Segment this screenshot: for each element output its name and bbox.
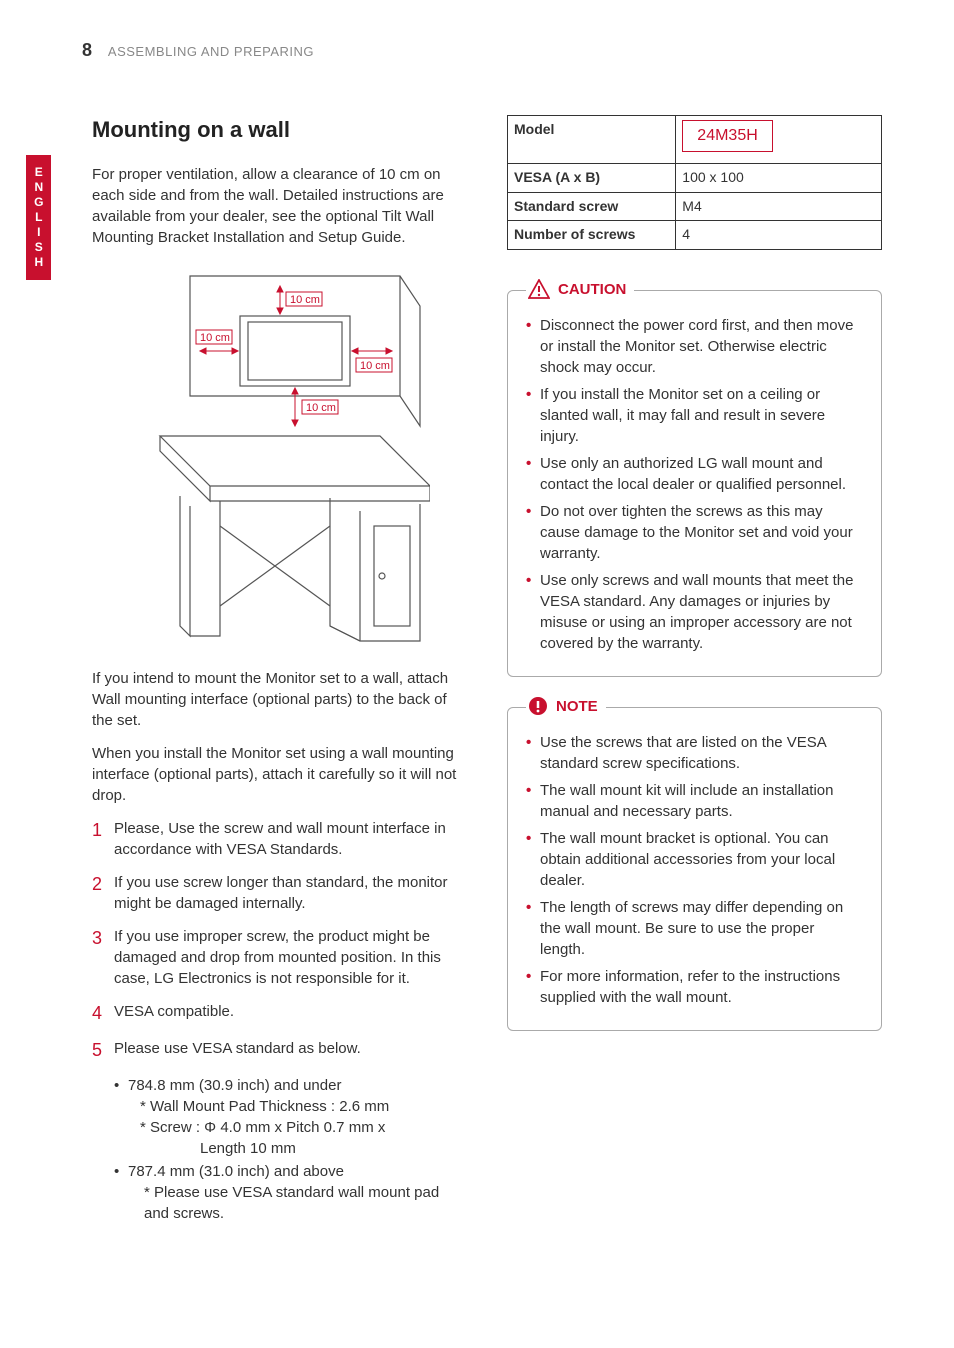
caution-item: Use only an authorized LG wall mount and…	[526, 453, 863, 495]
note-item: The wall mount bracket is optional. You …	[526, 828, 863, 891]
caution-item: Use only screws and wall mounts that mee…	[526, 570, 863, 654]
note-box: NOTE Use the screws that are listed on t…	[507, 707, 882, 1031]
note-title: NOTE	[526, 696, 606, 717]
note-list: Use the screws that are listed on the VE…	[526, 732, 863, 1008]
caution-item: Do not over tighten the screws as this m…	[526, 501, 863, 564]
caution-box: CAUTION Disconnect the power cord first,…	[507, 290, 882, 677]
caution-item: If you install the Monitor set on a ceil…	[526, 384, 863, 447]
spec-value: 100 x 100	[676, 164, 882, 193]
after-diagram-para-2: When you install the Monitor set using a…	[92, 743, 467, 806]
note-item: Use the screws that are listed on the VE…	[526, 732, 863, 774]
step-item: 5Please use VESA standard as below.	[92, 1038, 467, 1063]
note-item: The wall mount kit will include an insta…	[526, 780, 863, 822]
page-number: 8	[82, 40, 93, 60]
spec-table: Model 24M35H VESA (A x B) 100 x 100 Stan…	[507, 115, 882, 250]
vesa-spec-a: 784.8 mm (30.9 inch) and under * Wall Mo…	[114, 1075, 467, 1159]
step-item: 2If you use screw longer than standard, …	[92, 872, 467, 914]
table-row: VESA (A x B) 100 x 100	[508, 164, 882, 193]
dim-label-left: 10 cm	[200, 332, 230, 344]
table-row: Number of screws 4	[508, 221, 882, 250]
vesa-spec-list: 784.8 mm (30.9 inch) and under * Wall Mo…	[114, 1075, 467, 1224]
dim-label-bottom: 10 cm	[306, 402, 336, 414]
steps-list: 1Please, Use the screw and wall mount in…	[92, 818, 467, 1063]
section-heading: Mounting on a wall	[92, 115, 467, 146]
running-head: ASSEMBLING AND PREPARING	[108, 44, 314, 59]
intro-paragraph: For proper ventilation, allow a clearanc…	[92, 164, 467, 248]
after-diagram-para-1: If you intend to mount the Monitor set t…	[92, 668, 467, 731]
dim-label-right: 10 cm	[360, 360, 390, 372]
caution-list: Disconnect the power cord first, and the…	[526, 315, 863, 654]
spec-label: VESA (A x B)	[508, 164, 676, 193]
page-content: Mounting on a wall For proper ventilatio…	[92, 115, 882, 1226]
spec-value: 4	[676, 221, 882, 250]
note-item: For more information, refer to the instr…	[526, 966, 863, 1008]
dim-label-top: 10 cm	[290, 294, 320, 306]
page-header: 8 ASSEMBLING AND PREPARING	[82, 38, 314, 63]
spec-label: Model	[508, 116, 676, 164]
wall-mount-diagram: 10 cm 10 cm 10 cm 10 cm	[130, 266, 430, 646]
spec-value: M4	[676, 192, 882, 221]
note-icon	[528, 696, 548, 716]
model-highlight: 24M35H	[682, 120, 772, 152]
spec-label: Standard screw	[508, 192, 676, 221]
step-item: 4VESA compatible.	[92, 1001, 467, 1026]
step-item: 3If you use improper screw, the product …	[92, 926, 467, 989]
caution-title: CAUTION	[526, 279, 634, 300]
note-item: The length of screws may differ dependin…	[526, 897, 863, 960]
table-row: Model 24M35H	[508, 116, 882, 164]
right-column: Model 24M35H VESA (A x B) 100 x 100 Stan…	[507, 115, 882, 1226]
language-tab: ENGLISH	[26, 155, 51, 280]
vesa-spec-b: 787.4 mm (31.0 inch) and above * Please …	[114, 1161, 467, 1224]
caution-item: Disconnect the power cord first, and the…	[526, 315, 863, 378]
step-item: 1Please, Use the screw and wall mount in…	[92, 818, 467, 860]
left-column: Mounting on a wall For proper ventilatio…	[92, 115, 467, 1226]
table-row: Standard screw M4	[508, 192, 882, 221]
spec-label: Number of screws	[508, 221, 676, 250]
caution-icon	[528, 279, 550, 299]
